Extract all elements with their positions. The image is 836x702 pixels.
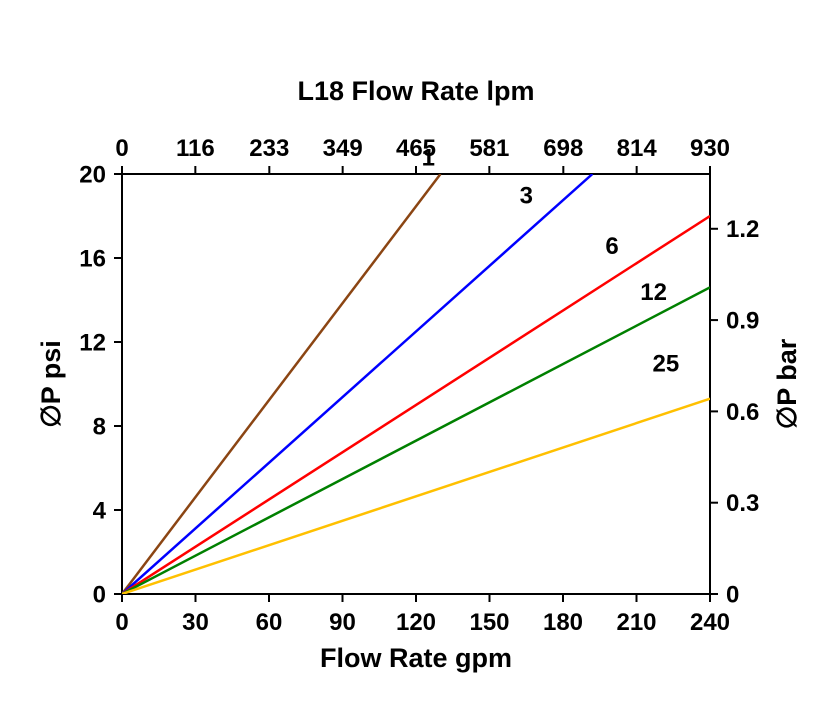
y-left-tick-label: 16 — [79, 245, 106, 272]
x-top-tick-label: 698 — [543, 135, 583, 162]
series-label-3: 3 — [520, 182, 533, 209]
y-right-title: ∅P bar — [772, 338, 802, 429]
x-top-tick-label: 814 — [617, 135, 658, 162]
x-top-tick-label: 930 — [690, 135, 730, 162]
y-left-title: ∅P psi — [36, 340, 66, 428]
x-bottom-tick-label: 120 — [396, 609, 436, 636]
chart-title-top: L18 Flow Rate lpm — [297, 76, 534, 106]
x-bottom-tick-label: 210 — [616, 609, 656, 636]
x-bottom-tick-label: 240 — [690, 609, 730, 636]
y-right-tick-label: 0.3 — [726, 490, 759, 517]
x-top-tick-label: 233 — [249, 135, 289, 162]
y-right-tick-label: 0.6 — [726, 399, 759, 426]
x-bottom-tick-label: 0 — [115, 609, 128, 636]
y-left-tick-label: 0 — [93, 581, 106, 608]
y-right-tick-label: 0 — [726, 581, 739, 608]
y-left-tick-label: 4 — [93, 497, 107, 524]
series-label-6: 6 — [605, 233, 618, 260]
x-top-tick-label: 349 — [323, 135, 363, 162]
x-bottom-tick-label: 150 — [469, 609, 509, 636]
y-left-tick-label: 12 — [79, 329, 106, 356]
series-label-25: 25 — [653, 350, 680, 377]
x-top-tick-label: 581 — [469, 135, 509, 162]
x-bottom-title: Flow Rate gpm — [320, 643, 512, 673]
y-left-tick-label: 8 — [93, 413, 106, 440]
chart-stage: 0306090120150180210240Flow Rate gpm01162… — [0, 0, 836, 702]
x-top-tick-label: 0 — [115, 135, 128, 162]
x-bottom-tick-label: 90 — [329, 609, 356, 636]
x-bottom-tick-label: 180 — [543, 609, 583, 636]
x-top-tick-label: 116 — [176, 135, 215, 162]
series-label-1: 1 — [422, 145, 435, 172]
x-bottom-tick-label: 60 — [256, 609, 283, 636]
x-bottom-tick-label: 30 — [182, 609, 209, 636]
series-label-12: 12 — [640, 279, 667, 306]
y-right-tick-label: 1.2 — [726, 216, 759, 243]
y-right-tick-label: 0.9 — [726, 307, 759, 334]
line-chart: 0306090120150180210240Flow Rate gpm01162… — [0, 0, 836, 702]
y-left-tick-label: 20 — [79, 161, 106, 188]
